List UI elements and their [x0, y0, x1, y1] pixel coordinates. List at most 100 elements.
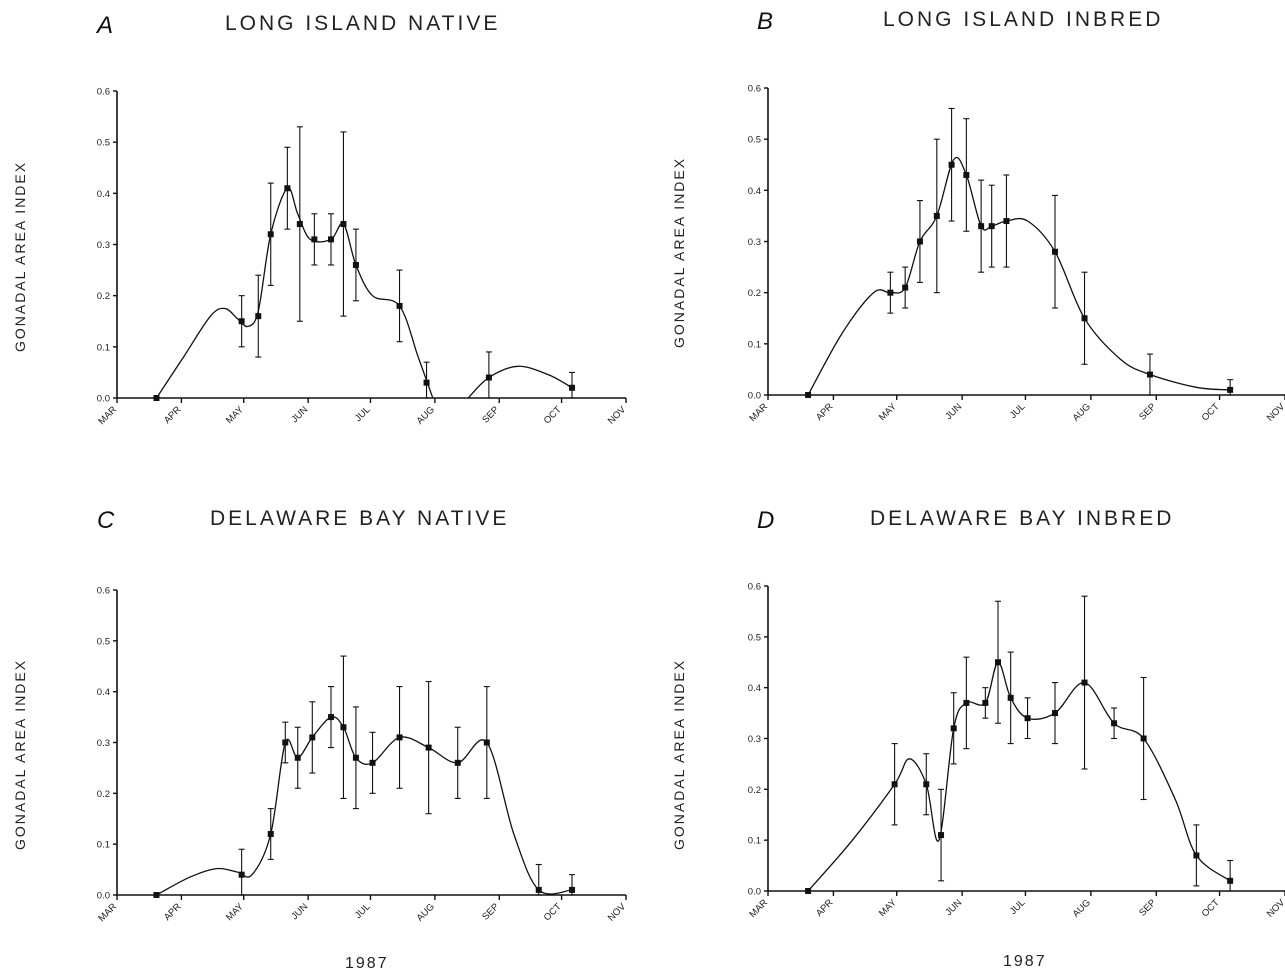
data-point: [568, 384, 575, 391]
plot-area: 0.0 0.1 0.2 0.3 0.4 0.5 0.6 MAR APR MAY JUN JUL AUG S…: [96, 87, 629, 428]
data-point: [352, 754, 359, 761]
x-tick-label: APR: [162, 901, 184, 923]
x-tick-label: MAR: [747, 897, 770, 920]
plot-area: 0.0 0.1 0.2 0.3 0.4 0.5 0.6 MAR APR MAY JUN JUL AUG S…: [747, 84, 1285, 424]
y-tick-label: 0.5: [748, 632, 761, 643]
data-point: [294, 754, 301, 761]
data-point: [1051, 248, 1058, 255]
plot-area: 0.0 0.1 0.2 0.3 0.4 0.5 0.6 MAR APR MAY JUN JUL AUG S…: [96, 586, 629, 925]
data-point: [396, 302, 403, 309]
x-tick-label: JUL: [353, 901, 373, 921]
x-tick-label: OCT: [542, 404, 564, 426]
chart-panel-b: B LONG ISLAND INBRED GONADAL AREA INDEX …: [645, 0, 1285, 485]
x-tick-label: APR: [814, 897, 836, 919]
x-tick-label: SEP: [480, 901, 501, 922]
data-point: [311, 236, 318, 243]
data-point: [483, 739, 490, 746]
x-tick-label: NOV: [606, 404, 629, 427]
data-point: [352, 261, 359, 268]
x-tick-label: NOV: [1265, 897, 1285, 920]
y-tick-label: 0.2: [97, 291, 110, 302]
data-point: [1146, 371, 1153, 378]
plot-area: 0.0 0.1 0.2 0.3 0.4 0.5 0.6 MAR APR MAY JUN JUL AUG S…: [747, 582, 1285, 920]
data-point: [963, 171, 970, 178]
data-point: [805, 888, 812, 894]
data-point: [995, 659, 1002, 666]
data-point: [423, 379, 430, 386]
x-tick-label: MAY: [224, 901, 246, 923]
data-point: [396, 734, 403, 741]
y-tick-label: 0.5: [748, 135, 761, 146]
data-point: [284, 185, 291, 192]
data-point: [1227, 877, 1234, 884]
chart-title: DELAWARE BAY INBRED: [870, 507, 1175, 530]
y-tick-label: 0.2: [97, 789, 110, 800]
x-tick-label: MAY: [877, 897, 899, 919]
y-tick-label: 0.1: [97, 342, 110, 353]
data-point: [948, 161, 955, 168]
x-tick-label: AUG: [415, 901, 437, 923]
y-tick-label: 0.4: [748, 186, 761, 197]
data-point: [916, 238, 923, 245]
data-point: [1111, 720, 1118, 727]
data-point: [340, 221, 347, 228]
data-point: [485, 374, 492, 381]
panel-letter: D: [757, 507, 775, 534]
x-tick-label: JUN: [289, 901, 310, 922]
chart-panel-d: D DELAWARE BAY INBRED GONADAL AREA INDEX…: [645, 485, 1285, 970]
y-tick-label: 0.5: [97, 138, 110, 149]
y-tick-label: 0.2: [748, 785, 761, 796]
y-tick-label: 0.3: [97, 240, 110, 251]
data-point: [238, 318, 245, 325]
series-line: [155, 187, 434, 399]
data-point: [1227, 386, 1234, 393]
y-tick-label: 0.0: [748, 887, 761, 898]
data-point: [933, 212, 940, 219]
data-point: [568, 886, 575, 893]
series-line: [467, 365, 573, 399]
y-tick-label: 0.1: [748, 339, 761, 350]
y-tick-label: 0.0: [748, 391, 761, 402]
data-point: [1081, 679, 1088, 686]
x-tick-label: SEP: [480, 404, 501, 425]
panel-letter: B: [757, 8, 774, 35]
y-tick-label: 0.6: [748, 84, 761, 95]
data-point: [454, 759, 461, 766]
data-point: [982, 699, 989, 706]
data-point: [887, 289, 894, 296]
x-tick-label: OCT: [1200, 897, 1222, 919]
x-tick-label: JUL: [1008, 401, 1028, 421]
chart-panel-c: C DELAWARE BAY NATIVE GONADAL AREA INDEX…: [0, 485, 640, 972]
data-point: [978, 223, 985, 230]
chart-title: DELAWARE BAY NATIVE: [210, 507, 510, 530]
y-tick-label: 0.6: [97, 87, 110, 98]
data-point: [923, 781, 930, 788]
y-tick-label: 0.2: [748, 288, 761, 299]
x-tick-label: OCT: [542, 901, 564, 923]
data-point: [1140, 735, 1147, 742]
x-tick-label: SEP: [1137, 897, 1158, 918]
x-tick-label: JUL: [1008, 897, 1028, 917]
x-tick-label: JUN: [943, 897, 964, 918]
data-point: [1007, 694, 1014, 701]
y-tick-label: 0.3: [97, 738, 110, 749]
chart-title: LONG ISLAND NATIVE: [225, 12, 501, 35]
data-point: [988, 223, 995, 230]
data-point: [369, 759, 376, 766]
x-tick-label: SEP: [1137, 401, 1158, 422]
y-tick-label: 0.3: [748, 237, 761, 248]
x-axis-year-label: 1987: [1003, 953, 1047, 970]
data-point: [938, 832, 945, 839]
data-point: [327, 714, 334, 721]
data-point: [535, 886, 542, 893]
x-axis-year-label: 1987: [345, 955, 389, 972]
data-point: [296, 221, 303, 228]
series-line: [156, 716, 573, 896]
x-tick-label: NOV: [606, 901, 629, 924]
x-tick-label: MAY: [877, 401, 899, 423]
x-tick-label: OCT: [1200, 401, 1222, 423]
data-point: [153, 892, 160, 898]
y-tick-label: 0.1: [748, 836, 761, 847]
y-tick-label: 0.5: [97, 636, 110, 647]
series-line: [807, 156, 1231, 396]
